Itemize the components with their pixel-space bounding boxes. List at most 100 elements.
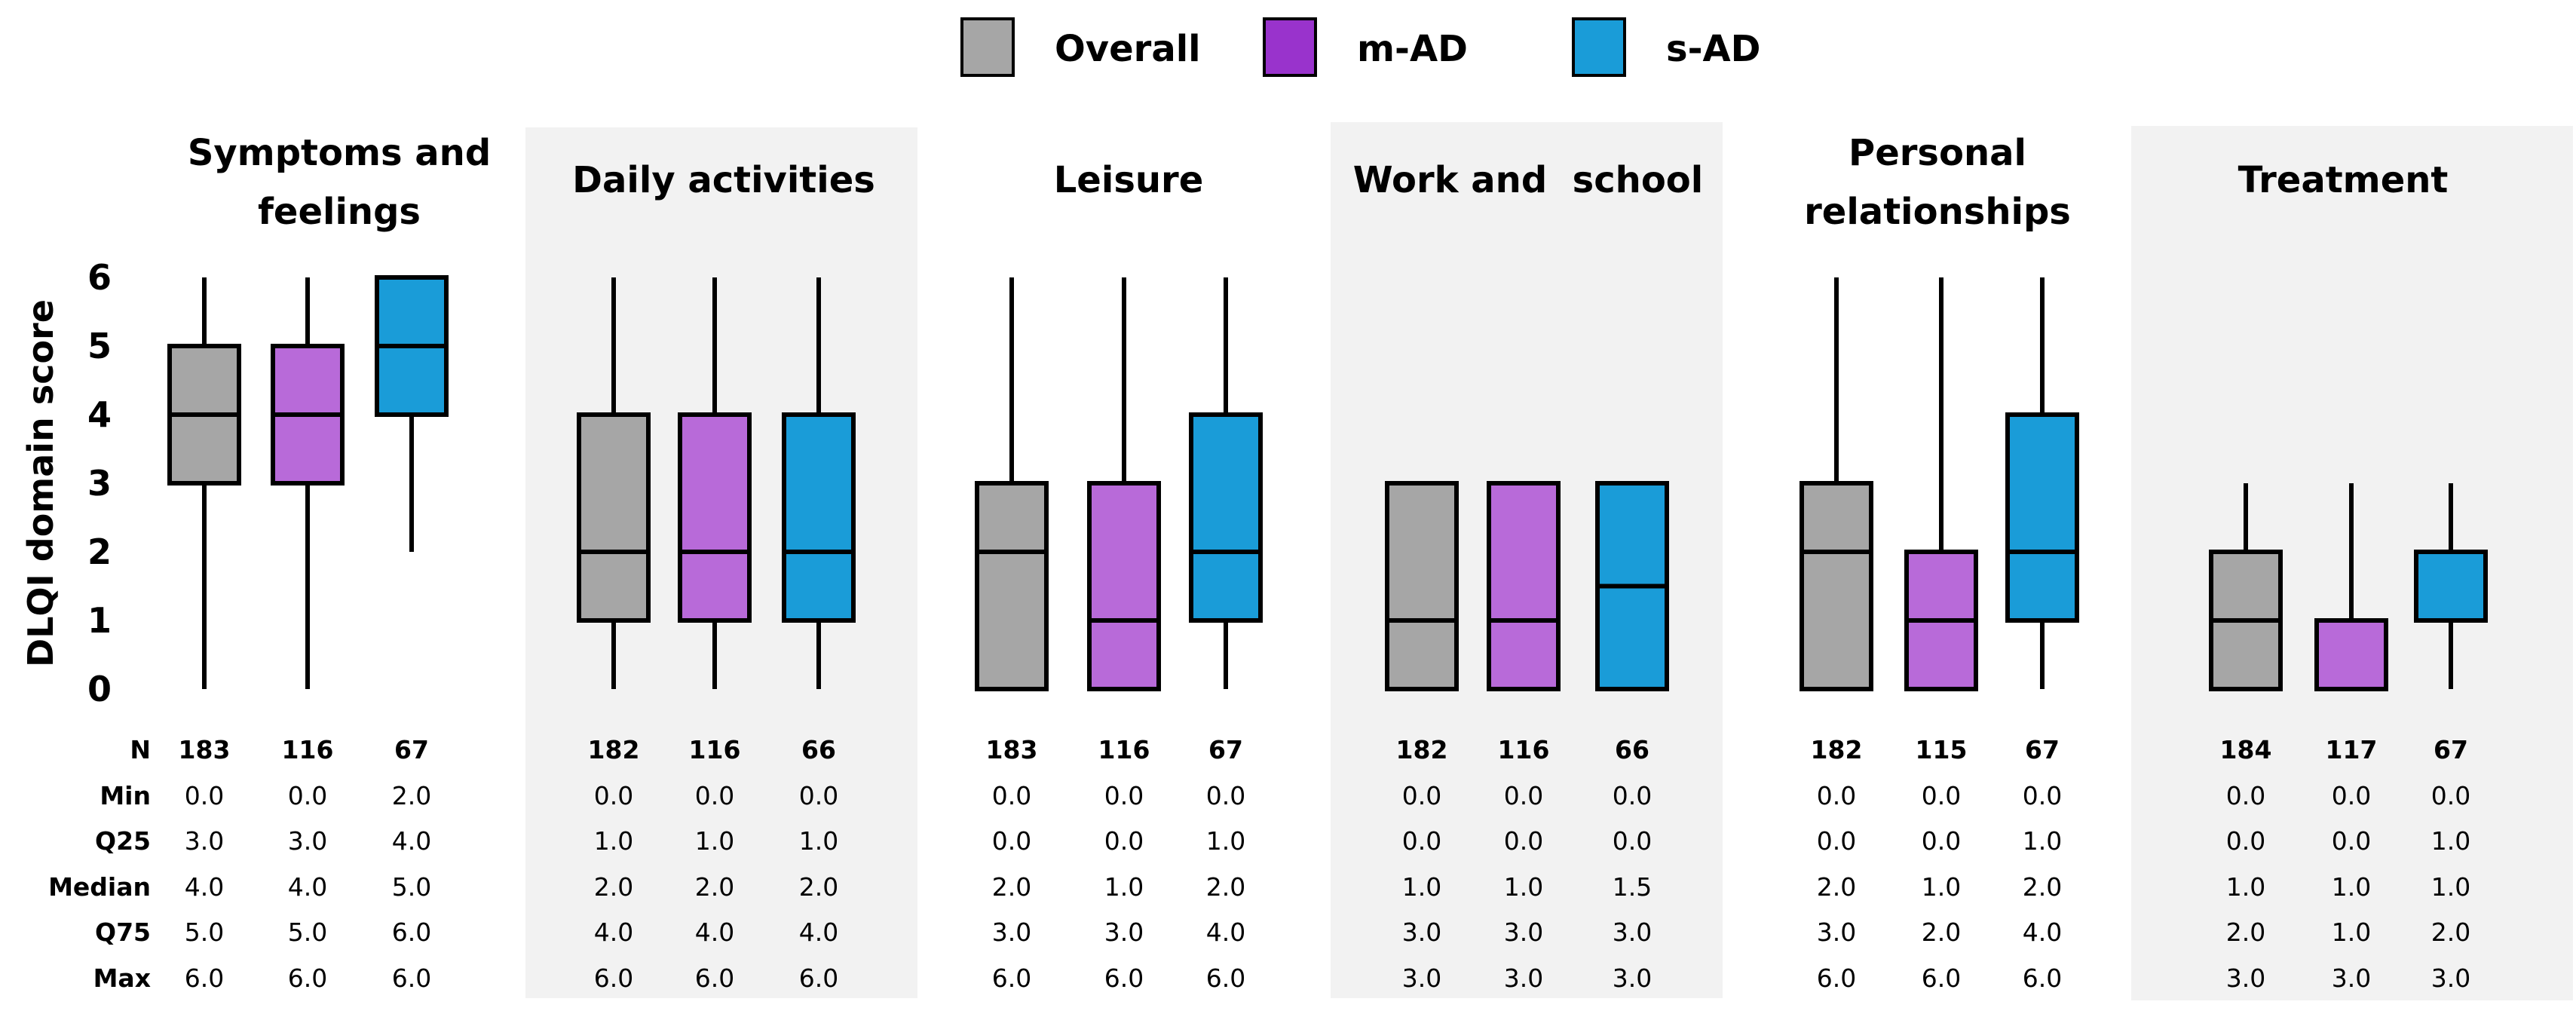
panel-title-personal-relationships-line-2: relationships	[1804, 191, 2071, 233]
stat-max-treatment-overall: 3.0	[2226, 963, 2265, 993]
box-work-and-school-s-ad	[1595, 481, 1669, 691]
stat-min-symptoms-and-feelings-overall: 0.0	[185, 781, 224, 810]
y-axis: 0 1 2 3 4 5 6 DLQI domain score	[20, 257, 112, 709]
stat-q75-symptoms-and-feelings-s-ad: 6.0	[392, 917, 431, 947]
stat-median-treatment-overall: 1.0	[2226, 872, 2265, 902]
stats-table: 183 0.0 3.0 4.0 5.0 6.0 116 0.0 3.0 4.0 5.0 6.0 67 2.…	[48, 735, 2470, 993]
stat-q25-daily-activities-m-ad: 1.0	[695, 826, 734, 856]
stat-median-work-and-school-overall: 1.0	[1402, 872, 1441, 902]
stat-q25-symptoms-and-feelings-s-ad: 4.0	[392, 826, 431, 856]
stat-q25-work-and-school-overall: 0.0	[1402, 826, 1441, 856]
stat-max-treatment-m-ad: 3.0	[2332, 963, 2371, 993]
box-symptoms-and-feelings-s-ad	[375, 275, 449, 552]
panel-title-work-and-school: Work and school	[1353, 159, 1703, 201]
y-tick-label-3: 3	[87, 463, 112, 504]
box-work-and-school-overall	[1385, 481, 1459, 691]
stat-min-daily-activities-m-ad: 0.0	[695, 781, 734, 810]
y-tick-label-6: 6	[87, 257, 112, 298]
stat-max-work-and-school-s-ad: 3.0	[1613, 963, 1652, 993]
stat-median-work-and-school-s-ad: 1.5	[1613, 872, 1652, 902]
stat-median-daily-activities-m-ad: 2.0	[695, 872, 734, 902]
stat-median-personal-relationships-m-ad: 1.0	[1922, 872, 1961, 902]
stat-min-treatment-s-ad: 0.0	[2431, 781, 2470, 810]
stat-median-daily-activities-s-ad: 2.0	[799, 872, 838, 902]
y-tick-label-2: 2	[87, 531, 112, 572]
iqr-box	[678, 412, 752, 623]
stat-max-daily-activities-overall: 6.0	[594, 963, 633, 993]
stat-q25-personal-relationships-m-ad: 0.0	[1922, 826, 1961, 856]
stat-q75-daily-activities-s-ad: 4.0	[799, 917, 838, 947]
stat-q25-work-and-school-s-ad: 0.0	[1613, 826, 1652, 856]
stat-q25-treatment-overall: 0.0	[2226, 826, 2265, 856]
legend-label-overall: Overall	[1055, 28, 1201, 70]
box-personal-relationships-m-ad	[1904, 277, 1978, 691]
y-tick-label-4: 4	[87, 394, 112, 435]
stat-q75-symptoms-and-feelings-m-ad: 5.0	[288, 917, 327, 947]
stat-q75-symptoms-and-feelings-overall: 5.0	[185, 917, 224, 947]
y-axis-title: DLQI domain score	[20, 299, 61, 667]
stat-n-treatment-m-ad: 117	[2326, 735, 2378, 764]
stat-q75-treatment-s-ad: 2.0	[2431, 917, 2470, 947]
stat-max-leisure-s-ad: 6.0	[1206, 963, 1245, 993]
stat-min-work-and-school-m-ad: 0.0	[1504, 781, 1543, 810]
y-tick-label-1: 1	[87, 600, 112, 641]
iqr-box	[2005, 412, 2079, 623]
box-treatment-s-ad	[2414, 483, 2488, 689]
stat-q25-daily-activities-s-ad: 1.0	[799, 826, 838, 856]
stat-n-work-and-school-m-ad: 116	[1498, 735, 1550, 764]
stat-n-work-and-school-s-ad: 66	[1615, 735, 1649, 764]
stat-n-daily-activities-m-ad: 116	[689, 735, 741, 764]
legend-label-s-ad: s-AD	[1666, 28, 1760, 70]
stat-q25-leisure-overall: 0.0	[992, 826, 1031, 856]
stat-n-daily-activities-s-ad: 66	[801, 735, 836, 764]
legend: Overall m-AD s-AD	[960, 17, 1760, 77]
stat-min-symptoms-and-feelings-m-ad: 0.0	[288, 781, 327, 810]
stat-max-symptoms-and-feelings-s-ad: 6.0	[392, 963, 431, 993]
stat-q75-daily-activities-m-ad: 4.0	[695, 917, 734, 947]
stat-median-daily-activities-overall: 2.0	[594, 872, 633, 902]
stat-q25-work-and-school-m-ad: 0.0	[1504, 826, 1543, 856]
stat-q25-leisure-m-ad: 0.0	[1104, 826, 1144, 856]
stat-max-work-and-school-m-ad: 3.0	[1504, 963, 1543, 993]
stat-q25-leisure-s-ad: 1.0	[1206, 826, 1245, 856]
stat-max-daily-activities-m-ad: 6.0	[695, 963, 734, 993]
stat-median-treatment-m-ad: 1.0	[2332, 872, 2371, 902]
box-personal-relationships-overall	[1800, 277, 1873, 691]
stat-max-personal-relationships-s-ad: 6.0	[2023, 963, 2062, 993]
stat-max-daily-activities-s-ad: 6.0	[799, 963, 838, 993]
legend-swatch-m-ad	[1263, 17, 1317, 77]
stat-median-symptoms-and-feelings-s-ad: 5.0	[392, 872, 431, 902]
stat-n-symptoms-and-feelings-overall: 183	[179, 735, 231, 764]
panel-title-personal-relationships-line-1: Personal	[1849, 132, 2026, 174]
legend-label-m-ad: m-AD	[1357, 28, 1468, 70]
iqr-box	[1487, 481, 1561, 691]
stat-row-label-n: N	[130, 735, 151, 764]
stat-q75-personal-relationships-s-ad: 4.0	[2023, 917, 2062, 947]
stat-q25-treatment-m-ad: 0.0	[2332, 826, 2371, 856]
stat-min-personal-relationships-m-ad: 0.0	[1922, 781, 1961, 810]
stat-median-leisure-s-ad: 2.0	[1206, 872, 1245, 902]
stat-n-work-and-school-overall: 182	[1396, 735, 1448, 764]
stat-max-treatment-s-ad: 3.0	[2431, 963, 2470, 993]
stat-min-leisure-s-ad: 0.0	[1206, 781, 1245, 810]
box-daily-activities-s-ad	[782, 277, 856, 689]
iqr-box	[2314, 618, 2388, 691]
stat-q75-treatment-m-ad: 1.0	[2332, 917, 2371, 947]
stat-max-work-and-school-overall: 3.0	[1402, 963, 1441, 993]
stat-row-label-median: Median	[48, 872, 151, 902]
legend-swatch-overall	[960, 17, 1015, 77]
stat-max-symptoms-and-feelings-overall: 6.0	[185, 963, 224, 993]
stat-min-leisure-overall: 0.0	[992, 781, 1031, 810]
stat-q75-leisure-m-ad: 3.0	[1104, 917, 1144, 947]
stat-n-symptoms-and-feelings-m-ad: 116	[282, 735, 334, 764]
stat-max-leisure-m-ad: 6.0	[1104, 963, 1144, 993]
box-leisure-s-ad	[1189, 277, 1263, 689]
iqr-box	[577, 412, 651, 623]
stat-n-leisure-m-ad: 116	[1098, 735, 1150, 764]
iqr-box	[2414, 550, 2488, 623]
y-tick-label-0: 0	[87, 669, 112, 709]
stat-n-personal-relationships-m-ad: 115	[1916, 735, 1968, 764]
stat-row-label-max: Max	[93, 963, 151, 993]
legend-swatch-s-ad	[1572, 17, 1626, 77]
stat-q25-symptoms-and-feelings-m-ad: 3.0	[288, 826, 327, 856]
